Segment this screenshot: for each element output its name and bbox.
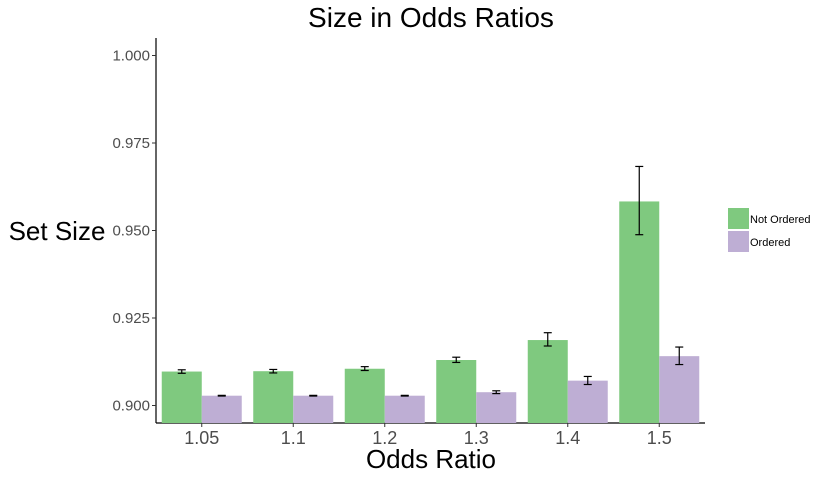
x-tick-label: 1.05 <box>184 428 219 448</box>
bar-ordered <box>567 380 608 423</box>
x-axis-title: Odds Ratio <box>366 444 496 474</box>
bar-not-ordered <box>344 368 385 423</box>
chart-title: Size in Odds Ratios <box>308 2 554 33</box>
legend-label: Ordered <box>750 237 790 249</box>
bar-not-ordered <box>161 371 202 423</box>
y-axis-title: Set Size <box>9 216 106 246</box>
legend-swatch <box>728 208 749 229</box>
y-tick-label: 0.925 <box>112 310 150 327</box>
bar-not-ordered <box>619 201 660 423</box>
y-tick-label: 0.950 <box>112 223 150 240</box>
bar-ordered <box>201 395 242 423</box>
x-tick-label: 1.5 <box>647 428 672 448</box>
x-tick-label: 1.1 <box>281 428 306 448</box>
x-tick-label: 1.3 <box>464 428 489 448</box>
legend-label: Not Ordered <box>750 214 811 226</box>
x-tick-label: 1.2 <box>372 428 397 448</box>
bar-ordered <box>293 395 334 423</box>
bar-ordered <box>476 392 517 423</box>
y-tick-label: 1.000 <box>112 48 150 65</box>
bar-not-ordered <box>527 340 568 423</box>
legend: Not Ordered Ordered <box>728 208 811 252</box>
y-tick-label: 0.900 <box>112 398 150 415</box>
x-tick-label: 1.4 <box>555 428 580 448</box>
bar-ordered <box>384 395 425 423</box>
bar-not-ordered <box>253 371 294 423</box>
y-tick-label: 0.975 <box>112 135 150 152</box>
plot-area: 0.900 0.925 0.950 0.975 1.000 1.05 1.1 1.2 1.3 1.… <box>112 38 705 448</box>
legend-swatch <box>728 231 749 252</box>
bar-ordered <box>659 356 700 423</box>
bar-not-ordered <box>436 360 477 423</box>
